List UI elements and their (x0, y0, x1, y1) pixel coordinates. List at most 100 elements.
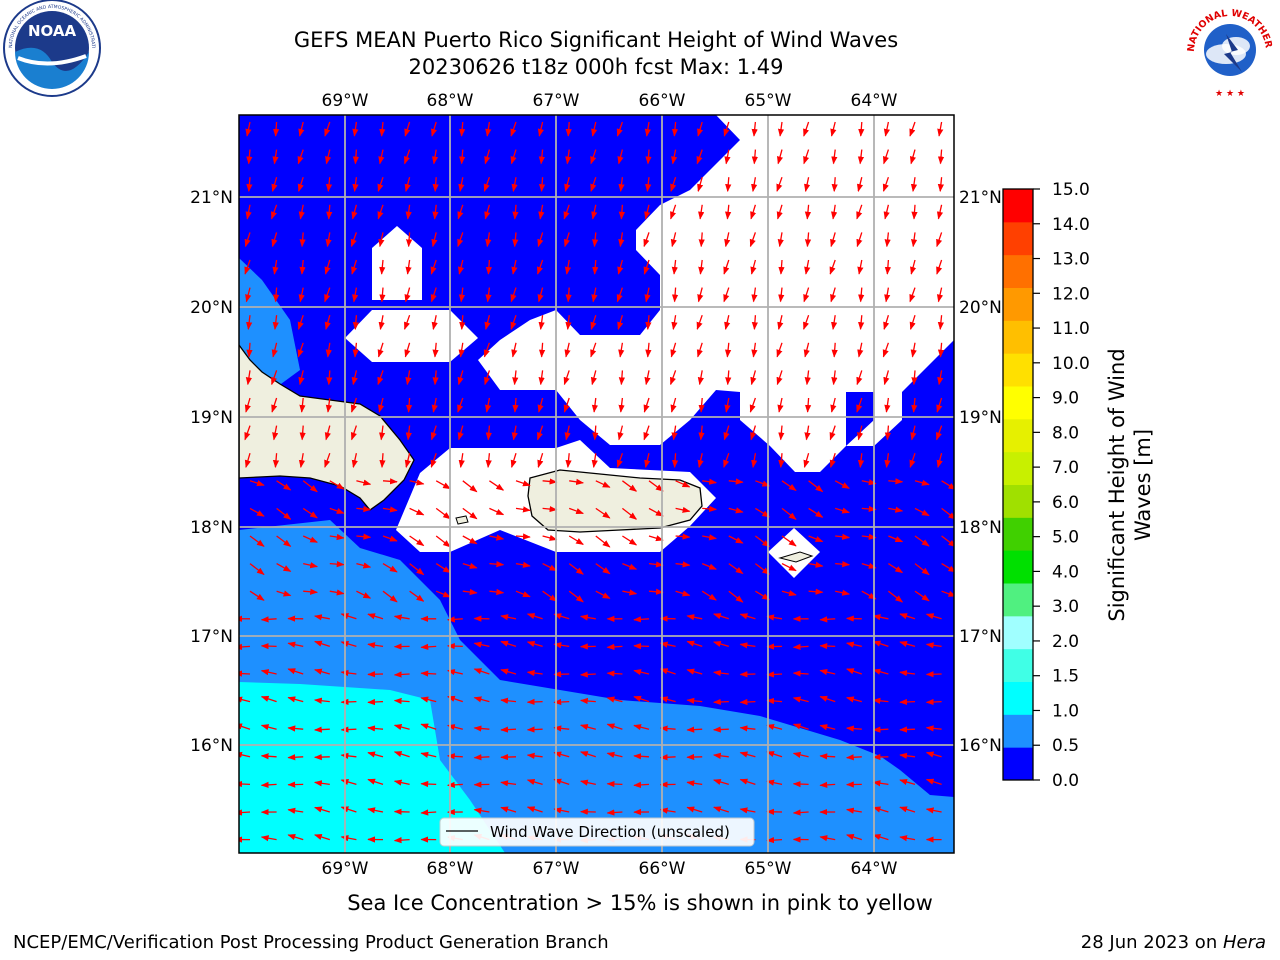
wave-arrow (356, 590, 372, 599)
nws-logo-icon: NATIONAL WEATHER SERVICE ★ ★ ★ (1180, 0, 1276, 99)
wave-arrow (245, 287, 252, 303)
wave-arrow (670, 397, 677, 413)
wave-arrow (473, 725, 490, 732)
wave-arrow (565, 149, 572, 165)
wave-arrow (835, 533, 850, 540)
wave-arrow (686, 668, 703, 675)
wave-arrow (909, 315, 916, 330)
wave-arrow (831, 177, 838, 192)
wave-arrow (246, 149, 253, 165)
wave-arrow (618, 342, 625, 358)
wave-arrow (435, 590, 451, 598)
colorbar-segment (1003, 353, 1033, 387)
wave-arrow (457, 204, 464, 220)
wave-arrow (515, 533, 531, 540)
wave-arrow (591, 121, 598, 137)
wave-arrow (686, 697, 703, 704)
wave-arrow (405, 370, 412, 386)
wave-arrow (404, 121, 411, 137)
wave-arrow (510, 121, 517, 137)
wave-arrow (606, 780, 623, 788)
lon-label-top: 69°W (322, 91, 369, 111)
wave-arrow (432, 177, 439, 192)
wave-arrow (911, 397, 918, 413)
wave-arrow (393, 779, 410, 786)
wave-arrow (462, 562, 478, 569)
wave-arrow (909, 452, 916, 468)
wave-arrow (409, 479, 425, 486)
wave-arrow (911, 370, 918, 386)
wave-arrow (724, 342, 732, 358)
wave-arrow (846, 696, 862, 703)
wave-arrow (671, 121, 679, 137)
wave-arrow (830, 121, 837, 137)
wave-arrow (271, 370, 278, 386)
wave-arrow (352, 177, 359, 192)
wave-arrow (324, 259, 331, 275)
wave-arrow (244, 397, 251, 413)
wave-arrow (314, 668, 330, 675)
wave-arrow (526, 806, 543, 813)
wave-arrow (404, 149, 411, 165)
colorbar-tick-label: 1.0 (1052, 701, 1079, 721)
wave-arrow (750, 425, 757, 441)
wave-arrow (595, 480, 611, 488)
wave-arrow (563, 232, 570, 248)
wave-arrow (565, 315, 572, 330)
colorbar-tick-label: 0.5 (1052, 736, 1079, 756)
wave-arrow (299, 259, 306, 275)
wave-arrow (644, 121, 651, 137)
lat-labels-right: 21°N 20°N 19°N 18°N 17°N 16°N (959, 188, 1002, 756)
wave-arrow (246, 315, 253, 330)
colorbar-tick-label: 11.0 (1052, 319, 1090, 339)
wind-wave-arrows (239, 121, 954, 844)
colorbar-tick-label: 13.0 (1052, 250, 1090, 270)
wave-arrow (872, 668, 889, 675)
wave-arrow (351, 453, 358, 468)
wave-arrow (925, 751, 942, 758)
wave-arrow (580, 671, 596, 678)
wave-arrow (644, 453, 651, 468)
wave-arrow (500, 668, 517, 675)
wave-arrow (382, 563, 398, 573)
wave-arrow (379, 121, 386, 137)
colorbar-segment (1003, 747, 1033, 781)
wave-arrow (276, 590, 292, 597)
wave-arrow (239, 751, 251, 758)
wave-arrow (329, 589, 345, 596)
wave-arrow (299, 232, 306, 248)
wave-arrow (724, 315, 731, 330)
wave-arrow (857, 425, 864, 441)
wave-arrow (356, 505, 372, 513)
wave-arrow (590, 342, 597, 358)
wave-arrow (500, 753, 517, 761)
wave-arrow (260, 695, 277, 703)
wave-arrow (329, 533, 345, 541)
wave-arrow (755, 507, 771, 518)
wave-arrow (697, 370, 704, 386)
wave-arrow (728, 563, 744, 575)
wave-arrow (659, 807, 676, 814)
wave-arrow (356, 479, 372, 486)
wave-arrow (272, 149, 279, 165)
wave-arrow (458, 287, 466, 303)
wave-arrow (457, 397, 464, 413)
wave-arrow (591, 453, 598, 468)
wave-arrow (538, 315, 545, 330)
wave-arrow (287, 754, 304, 761)
wave-arrow (777, 121, 785, 137)
wave-arrow (858, 287, 865, 303)
wave-arrow (856, 370, 863, 386)
wave-arrow (367, 725, 384, 732)
wave-arrow (297, 314, 304, 330)
wave-arrow (701, 590, 717, 601)
wave-arrow (804, 232, 812, 248)
wave-arrow (724, 232, 731, 248)
wave-arrow (239, 780, 251, 788)
wave-arrow (914, 507, 930, 517)
wave-arrow (420, 670, 437, 677)
wave-arrow (276, 563, 292, 572)
land-puerto-rico (527, 469, 703, 533)
wave-arrow (829, 259, 836, 275)
colorbar-tick-label: 0.0 (1052, 771, 1079, 791)
